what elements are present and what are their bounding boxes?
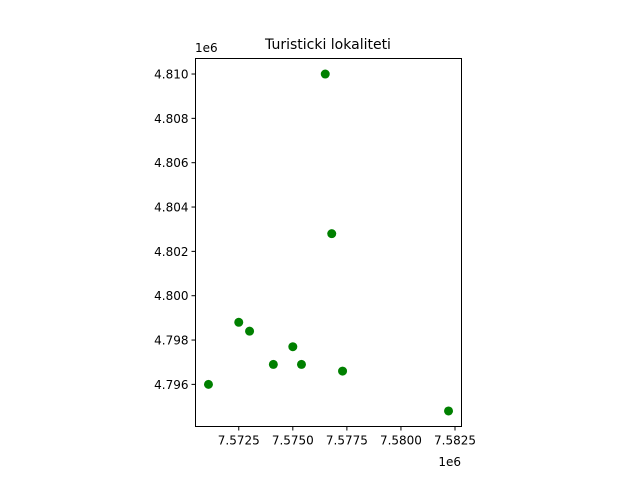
- y-tick-label: 4.802: [154, 245, 188, 259]
- y-tick-label: 4.798: [154, 334, 188, 348]
- y-tick-label: 4.796: [154, 378, 188, 392]
- x-offset-label: 1e6: [438, 455, 461, 469]
- data-point: [320, 69, 330, 79]
- y-tick-label: 4.806: [154, 156, 188, 170]
- data-point: [268, 359, 278, 369]
- x-tick-label: 7.5725: [218, 434, 260, 448]
- data-points: [203, 69, 454, 416]
- x-tick-label: 7.5750: [272, 434, 314, 448]
- y-tick-label: 4.810: [154, 68, 188, 82]
- y-tick-label: 4.808: [154, 112, 188, 126]
- data-point: [288, 342, 298, 352]
- data-point: [444, 406, 454, 416]
- axis-ticks: 7.5725 7.5750 7.5775 7.5800 7.5825 4.796 4.798…: [154, 68, 476, 448]
- x-tick-label: 7.5825: [434, 434, 476, 448]
- data-point: [338, 366, 348, 376]
- data-point: [245, 326, 255, 336]
- data-point: [327, 229, 337, 239]
- y-offset-label: 1e6: [195, 41, 218, 55]
- data-point: [296, 359, 306, 369]
- y-tick-label: 4.800: [154, 289, 188, 303]
- plot-frame: [195, 58, 462, 427]
- data-point: [234, 317, 244, 327]
- data-point: [203, 379, 213, 389]
- x-tick-label: 7.5800: [380, 434, 422, 448]
- chart-title: Turisticki lokaliteti: [264, 37, 391, 53]
- x-tick-label: 7.5775: [326, 434, 368, 448]
- y-tick-label: 4.804: [154, 201, 188, 215]
